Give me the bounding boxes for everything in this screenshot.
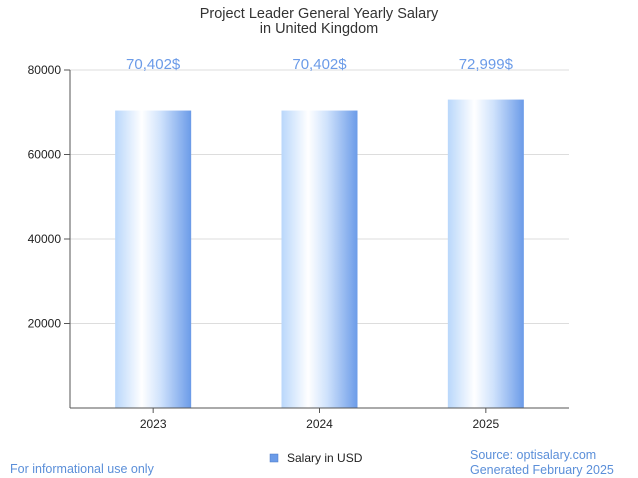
legend-swatch xyxy=(269,453,279,463)
y-axis-ticks: 20000 40000 60000 80000 xyxy=(28,63,70,331)
footer-generated: Generated February 2025 xyxy=(470,463,614,477)
bar-group xyxy=(115,99,524,409)
x-tick-label: 2023 xyxy=(140,417,167,431)
chart-title-line-1: Project Leader General Yearly Salary xyxy=(200,6,439,22)
legend: Salary in USD xyxy=(269,451,363,465)
footer-source: Source: optisalary.com xyxy=(470,448,597,462)
bar-2025 xyxy=(447,99,524,408)
bar-2023 xyxy=(115,110,192,409)
y-tick-label: 80000 xyxy=(28,63,62,77)
x-tick-label: 2024 xyxy=(306,417,333,431)
legend-label: Salary in USD xyxy=(287,451,363,465)
data-label-group: 70,402$ 70,402$ 72,999$ xyxy=(126,56,514,73)
footer-note: For informational use only xyxy=(10,462,154,476)
chart-title-line-2: in United Kingdom xyxy=(260,21,379,37)
data-label-2025: 72,999$ xyxy=(459,56,514,73)
y-tick-label: 60000 xyxy=(28,148,62,162)
x-tick-label: 2025 xyxy=(472,417,499,431)
data-label-2024: 70,402$ xyxy=(292,56,347,73)
y-tick-label: 20000 xyxy=(28,317,62,331)
y-tick-label: 40000 xyxy=(28,232,62,246)
bar-2024 xyxy=(281,110,358,409)
x-axis-ticks: 2023 2024 2025 xyxy=(140,408,500,431)
data-label-2023: 70,402$ xyxy=(126,56,181,73)
